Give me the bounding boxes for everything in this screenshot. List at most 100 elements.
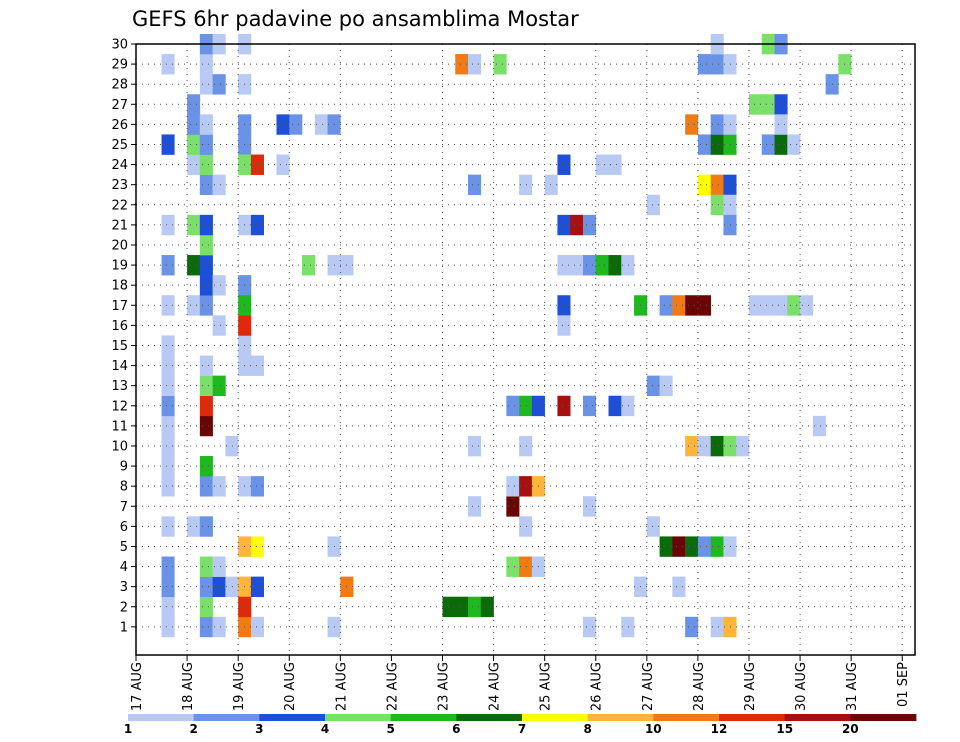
- heatmap-cell: [187, 94, 201, 115]
- y-tick-label: 5: [120, 540, 128, 555]
- heatmap-cell: [723, 194, 737, 216]
- heatmap-cell: [710, 174, 724, 196]
- heatmap-cell: [519, 476, 533, 497]
- y-tick-label: 20: [111, 238, 128, 253]
- heatmap-cell: [468, 596, 482, 618]
- colorbar-swatch: [653, 714, 720, 721]
- heatmap-cell: [455, 596, 469, 618]
- heatmap-cell: [710, 54, 724, 75]
- heatmap-cell: [582, 395, 597, 417]
- x-tick-label: 24 AUG: [488, 662, 503, 711]
- heatmap-cell: [199, 556, 213, 577]
- y-tick-label: 26: [111, 118, 128, 133]
- y-tick-label: 4: [120, 560, 128, 575]
- heatmap-cell: [199, 174, 213, 196]
- colorbar-swatch: [193, 714, 260, 721]
- heatmap-cell: [672, 576, 686, 598]
- heatmap-cell: [544, 174, 558, 196]
- heatmap-cell: [199, 616, 213, 638]
- heatmap-cell: [212, 375, 226, 397]
- colorbar-swatch: [587, 714, 654, 721]
- heatmap-cell: [302, 255, 316, 276]
- y-tick-label: 24: [111, 158, 128, 173]
- heatmap-cell: [468, 496, 482, 517]
- heatmap-cell: [582, 616, 597, 638]
- heatmap-cell: [199, 54, 213, 75]
- heatmap-cell: [710, 134, 724, 155]
- colorbar-swatch: [128, 714, 195, 721]
- heatmap-cell: [250, 214, 264, 236]
- x-tick-label: 17 AUG: [130, 662, 145, 711]
- heatmap-cell: [685, 435, 699, 457]
- heatmap-cell: [519, 435, 533, 457]
- heatmap-cell: [199, 355, 213, 376]
- heatmap-cell: [250, 536, 264, 557]
- heatmap-cell: [506, 476, 520, 497]
- heatmap-cell: [250, 355, 264, 376]
- y-axis: 1234567891011121314151617181920212223242…: [111, 38, 136, 635]
- heatmap-cell: [748, 94, 763, 115]
- y-tick-label: 29: [111, 58, 128, 73]
- heatmap-cell: [468, 54, 482, 75]
- heatmap-cell: [723, 214, 737, 236]
- heatmap-cell: [314, 114, 328, 135]
- heatmap-cell: [659, 295, 673, 316]
- heatmap-cell: [595, 154, 609, 175]
- heatmap-cell: [161, 456, 175, 477]
- heatmap-cell: [621, 616, 635, 638]
- heatmap-cell: [710, 114, 724, 135]
- colorbar-swatch: [456, 714, 523, 721]
- x-tick-label: 26 AUG: [590, 662, 605, 711]
- heatmap-cell: [493, 54, 507, 75]
- heatmap-cell: [199, 476, 213, 497]
- x-tick-label: 18 AUG: [181, 662, 196, 711]
- heatmap-cell: [646, 194, 660, 216]
- y-tick-label: 21: [111, 218, 128, 233]
- heatmap-cell: [723, 616, 737, 638]
- heatmap-cell: [723, 54, 737, 75]
- heatmap-cell: [812, 415, 826, 437]
- heatmap-cell: [161, 255, 175, 276]
- heatmap-cell: [557, 395, 571, 417]
- heatmap-cell: [187, 255, 201, 276]
- heatmap-cell: [621, 255, 635, 276]
- y-tick-label: 1: [120, 620, 128, 635]
- heatmap-cell: [595, 255, 609, 276]
- colorbar-label: 1: [124, 722, 132, 736]
- heatmap-cell: [557, 255, 571, 276]
- x-tick-label: 22 AUG: [385, 662, 400, 711]
- x-tick-label: 27 AUG: [641, 662, 656, 711]
- heatmap-cell: [187, 134, 201, 155]
- colorbar-label: 10: [645, 722, 662, 736]
- heatmap-cell: [582, 255, 597, 276]
- heatmap-cell: [276, 114, 290, 135]
- heatmap-cell: [199, 255, 213, 276]
- colorbar-label: 12: [711, 722, 728, 736]
- colorbar-label: 4: [321, 722, 329, 736]
- heatmap-cell: [659, 375, 673, 397]
- heatmap-cell: [697, 134, 711, 155]
- heatmap-cell: [187, 114, 201, 135]
- heatmap-cell: [557, 214, 571, 236]
- y-tick-label: 22: [111, 198, 128, 213]
- heatmap-cell: [685, 616, 699, 638]
- y-tick-label: 9: [120, 460, 128, 475]
- colorbar-label: 2: [190, 722, 198, 736]
- heatmap-cell: [774, 114, 788, 135]
- heatmap-cell: [161, 616, 175, 638]
- x-tick-label: 01 SEP: [896, 662, 911, 707]
- heatmap-cell: [161, 395, 175, 417]
- y-tick-label: 19: [111, 259, 128, 274]
- heatmap-cell: [212, 556, 226, 577]
- heatmap-cell: [199, 295, 213, 316]
- heatmap-cell: [723, 536, 737, 557]
- heatmap-cell: [519, 516, 533, 537]
- heatmap-cell: [199, 415, 213, 437]
- colorbar-swatch: [850, 714, 917, 721]
- heatmap-cell: [199, 576, 213, 598]
- x-tick-label: 28 AUG: [692, 662, 707, 711]
- y-tick-label: 8: [120, 480, 128, 495]
- heatmap-cell: [697, 536, 711, 557]
- heatmap-cell: [608, 154, 622, 175]
